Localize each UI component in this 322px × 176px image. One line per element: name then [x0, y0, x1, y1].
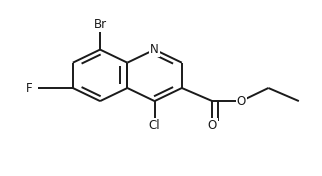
Text: Cl: Cl [149, 119, 160, 132]
Text: O: O [208, 119, 217, 132]
Text: F: F [26, 81, 33, 95]
Text: N: N [150, 43, 159, 56]
Text: O: O [237, 95, 246, 108]
Text: Br: Br [93, 18, 107, 31]
